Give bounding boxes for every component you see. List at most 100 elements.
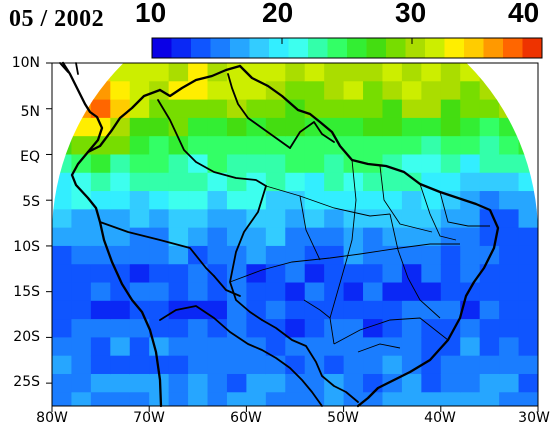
colorbar-segment [444,38,465,58]
field-cell [382,136,403,156]
field-cell [421,209,442,229]
field-cell [226,136,247,156]
field-cell [246,319,267,338]
field-cell [226,355,247,375]
lon-label-30w: 30W [518,410,550,426]
field-cell [71,209,92,229]
field-cell [226,245,247,265]
field-cell [304,282,325,302]
field-cell [363,392,384,407]
field-cell [324,392,345,407]
field-cell [246,282,267,302]
field-cell [129,117,150,137]
field-cell [460,117,481,137]
colorbar-segment [483,38,504,58]
field-cell [149,264,170,284]
field-cell [499,337,520,357]
field-cell [324,63,345,82]
field-cell [324,172,345,192]
field-cell [499,264,520,284]
field-cell [479,172,500,192]
field-cell [246,172,267,192]
field-cell [168,245,189,265]
field-cell [52,300,73,320]
field-cell [265,209,286,229]
field-cell [382,300,403,320]
colorbar-segment [522,38,543,58]
field-cell [207,392,228,407]
field-cell [440,264,461,284]
field-cell [460,227,481,247]
field-cell [460,154,481,174]
field-cell [518,154,538,174]
field-cell [188,172,209,192]
field-cell [226,99,247,119]
field-cell [518,319,538,338]
field-cell [382,264,403,284]
field-cell [518,337,538,357]
colorbar-segment [171,38,192,58]
field-cell [324,81,345,101]
field-cell [401,154,422,174]
field-cell [110,337,131,357]
field-cell [129,154,150,174]
field-cell [110,154,131,174]
field-cell [149,300,170,320]
map-frame [51,62,539,407]
field-cell [499,136,520,156]
field-cell [168,392,189,407]
field-cell [499,227,520,247]
field-cell [324,209,345,229]
field-cell [343,337,364,357]
field-cell [188,136,209,156]
field-cell [363,373,384,393]
field-cell [110,136,131,156]
field-cell [265,337,286,357]
field-cell [382,99,403,119]
field-cell [518,81,538,101]
field-cell [129,209,150,229]
field-cell [71,227,92,247]
field-cell [518,373,538,393]
colorbar-segment [152,38,172,58]
field-cell [129,172,150,192]
lon-label-80w: 80W [36,410,68,426]
field-cell [324,154,345,174]
field-cell [440,245,461,265]
field-cell [188,81,209,101]
field-cell [440,373,461,393]
field-cell [343,172,364,192]
field-cell [363,136,384,156]
field-cell [460,81,481,101]
field-cell [265,300,286,320]
field-cell [246,300,267,320]
field-cell [110,81,131,101]
field-cell [401,245,422,265]
field-cell [401,392,422,407]
colorbar [151,37,543,59]
field-cell [246,355,267,375]
field-cell [518,227,538,247]
field-cell [304,264,325,284]
field-cell [129,355,150,375]
field-cell [246,264,267,284]
state-borders [229,159,490,353]
field-cell [304,300,325,320]
colorbar-segment [503,38,523,58]
field-cell [518,63,538,82]
field-cell [460,136,481,156]
field-cell [129,245,150,265]
field-cell [440,154,461,174]
field-cell [207,245,228,265]
field-cell [90,172,111,192]
field-cell [90,392,111,407]
field-cell [71,117,92,137]
field-cell [246,392,267,407]
field-cell [460,319,481,338]
field-cell [421,117,442,137]
field-cell [518,300,538,320]
field-cell [90,99,111,119]
field-cell [71,392,92,407]
field-cell [421,81,442,101]
field-cell [382,81,403,101]
